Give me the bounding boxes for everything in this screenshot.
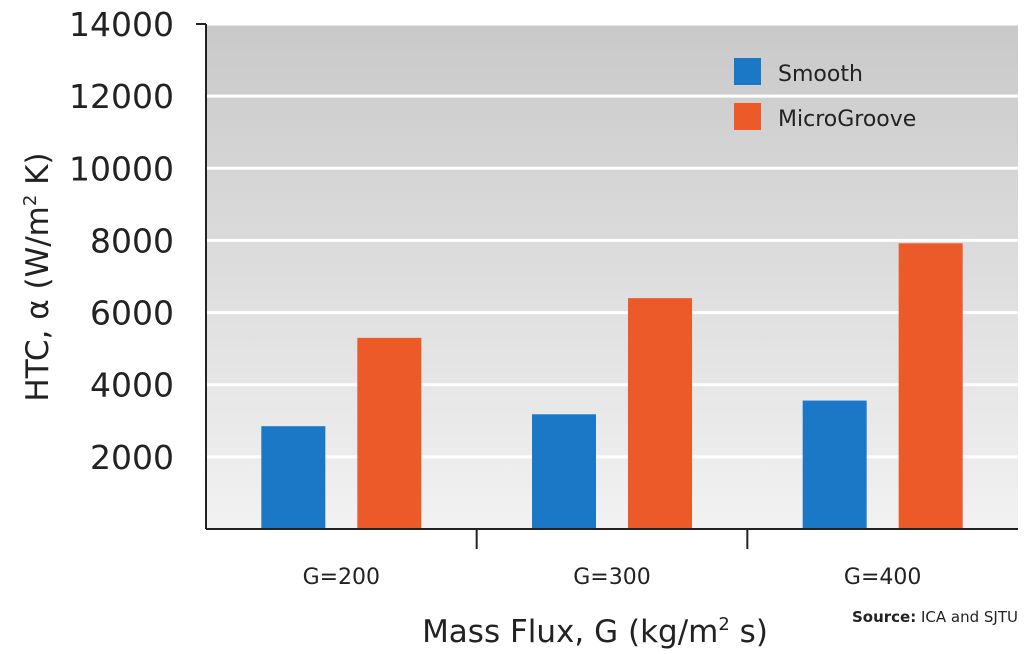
- y-tick-label: 2000: [90, 438, 174, 477]
- bar-microgroove-g=200: [357, 337, 422, 529]
- legend-swatch-smooth: [734, 58, 761, 85]
- bar-microgroove-g=400: [898, 243, 963, 530]
- y-axis-title: HTC, α (W/m2 K): [20, 152, 56, 401]
- y-tick-label: 12000: [69, 77, 174, 116]
- y-tick-labels: 2000 4000 6000 8000 10000 12000 14000: [69, 5, 174, 477]
- x-tick-label: G=400: [844, 565, 921, 590]
- x-tick-label: G=200: [303, 565, 380, 590]
- x-axis-title-main: Mass Flux, G (kg/m: [422, 614, 718, 650]
- source-value: ICA and SJTU: [916, 608, 1018, 626]
- x-axis-title: Mass Flux, G (kg/m2 s): [422, 614, 768, 650]
- bar-smooth-g=300: [532, 414, 596, 529]
- y-tick-label: 14000: [69, 5, 174, 44]
- y-tick-label: 4000: [90, 366, 174, 405]
- y-axis-title-main: HTC, α (W/m: [20, 206, 56, 401]
- y-tick-label: 10000: [69, 149, 174, 188]
- source-note: Source: ICA and SJTU: [852, 608, 1018, 626]
- legend-label-microgroove: MicroGroove: [778, 107, 916, 132]
- source-label: Source:: [852, 608, 916, 626]
- legend-swatch-microgroove: [734, 103, 761, 130]
- plot-background: [206, 24, 1018, 529]
- y-tick-label: 6000: [90, 294, 174, 333]
- x-tick-labels: G=200 G=300 G=400: [303, 565, 922, 590]
- x-ticks: [475, 529, 749, 549]
- x-axis-title-tail: s): [730, 614, 768, 650]
- y-tick-label: 8000: [90, 221, 174, 260]
- bar-smooth-g=400: [802, 400, 867, 529]
- bars: [261, 243, 963, 530]
- x-tick-label: G=300: [573, 565, 650, 590]
- legend: Smooth MicroGroove: [734, 58, 916, 132]
- bar-microgroove-g=300: [628, 298, 692, 529]
- bar-smooth-g=200: [261, 426, 326, 529]
- x-axis-title-superscript: 2: [718, 614, 729, 635]
- y-axis-title-tail: K): [20, 152, 56, 194]
- legend-label-smooth: Smooth: [778, 62, 863, 87]
- gridlines: [196, 22, 1018, 459]
- y-axis-title-superscript: 2: [20, 195, 41, 206]
